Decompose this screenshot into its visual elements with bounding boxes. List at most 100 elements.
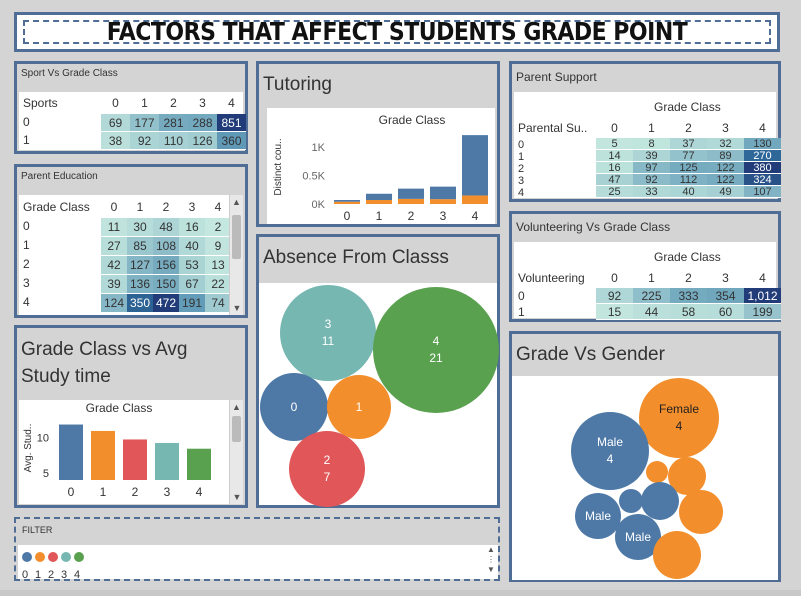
heat-cell[interactable]: 67 bbox=[179, 275, 205, 294]
heat-cell[interactable]: 156 bbox=[153, 256, 179, 275]
heat-cell[interactable]: 53 bbox=[179, 256, 205, 275]
scroll-up-icon[interactable]: ▲ bbox=[487, 545, 495, 554]
parent-support-table[interactable]: Grade Class Parental Su.. 0 1 2 3 4 0 5 8 37 32 13… bbox=[514, 92, 781, 199]
gender-bubble-orange-right[interactable] bbox=[679, 490, 723, 534]
heat-cell[interactable]: 44 bbox=[633, 304, 670, 320]
heat-cell[interactable]: 47 bbox=[596, 174, 633, 186]
heat-cell[interactable]: 69 bbox=[101, 114, 130, 132]
heat-cell[interactable]: 15 bbox=[596, 304, 633, 320]
heat-cell[interactable]: 27 bbox=[101, 237, 127, 256]
filter-dot-0[interactable] bbox=[22, 552, 32, 562]
scroll-down-icon[interactable]: ▼ bbox=[232, 492, 242, 502]
gender-bubble-female-4[interactable]: Female 4 bbox=[639, 378, 719, 458]
tutoring-chart[interactable]: Grade Class Distinct cou.. 1K 0.5K 0K 0 1 2 3 4 bbox=[267, 108, 495, 224]
heat-cell[interactable]: 5 bbox=[596, 138, 633, 150]
heat-cell[interactable]: 1,012 bbox=[744, 288, 781, 304]
scroll-mid-icon[interactable]: ⋮ bbox=[487, 555, 495, 564]
filter-dot-3[interactable] bbox=[61, 552, 71, 562]
gender-bubble-male-4[interactable]: Male 4 bbox=[571, 412, 649, 490]
heat-cell[interactable]: 851 bbox=[217, 114, 246, 132]
heat-cell[interactable]: 281 bbox=[159, 114, 188, 132]
heat-cell[interactable]: 130 bbox=[744, 138, 781, 150]
heat-cell[interactable]: 199 bbox=[744, 304, 781, 320]
heat-cell[interactable]: 33 bbox=[633, 186, 670, 198]
heat-cell[interactable]: 48 bbox=[153, 218, 179, 237]
heat-cell[interactable]: 85 bbox=[127, 237, 153, 256]
absence-bubble-2[interactable]: 2 7 bbox=[289, 431, 365, 507]
sport-table[interactable]: Sports 0 1 2 3 4 0 69 177 281 288 851 1 38 92 110 126 36… bbox=[19, 92, 246, 150]
heat-cell[interactable]: 25 bbox=[596, 186, 633, 198]
scroll-thumb[interactable] bbox=[232, 416, 241, 442]
heat-cell[interactable]: 380 bbox=[744, 162, 781, 174]
heat-cell[interactable]: 9 bbox=[205, 237, 231, 256]
heat-cell[interactable]: 472 bbox=[153, 294, 179, 313]
heat-cell[interactable]: 38 bbox=[101, 132, 130, 150]
heat-cell[interactable]: 191 bbox=[179, 294, 205, 313]
heat-cell[interactable]: 150 bbox=[153, 275, 179, 294]
filter-label-0[interactable]: 0 bbox=[22, 569, 29, 581]
heat-cell[interactable]: 288 bbox=[188, 114, 217, 132]
heat-cell[interactable]: 125 bbox=[670, 162, 707, 174]
heat-cell[interactable]: 49 bbox=[707, 186, 744, 198]
heat-cell[interactable]: 354 bbox=[707, 288, 744, 304]
gender-bubble-male-2[interactable]: Male bbox=[575, 493, 621, 539]
gender-bubble-orange-bottom[interactable] bbox=[653, 531, 701, 579]
parent-education-scrollbar[interactable]: ▲ ▼ bbox=[229, 195, 243, 315]
heat-cell[interactable]: 32 bbox=[707, 138, 744, 150]
heat-cell[interactable]: 14 bbox=[596, 150, 633, 162]
filter-label-4[interactable]: 4 bbox=[74, 569, 81, 581]
volunteering-panel[interactable]: Volunteering Vs Grade Class Grade Class … bbox=[509, 211, 781, 322]
heat-cell[interactable]: 124 bbox=[101, 294, 127, 313]
filter-label-1[interactable]: 1 bbox=[35, 569, 42, 581]
heat-cell[interactable]: 126 bbox=[188, 132, 217, 150]
heat-cell[interactable]: 225 bbox=[633, 288, 670, 304]
heat-cell[interactable]: 324 bbox=[744, 174, 781, 186]
heat-cell[interactable]: 22 bbox=[205, 275, 231, 294]
scroll-up-icon[interactable]: ▲ bbox=[232, 197, 241, 207]
heat-cell[interactable]: 13 bbox=[205, 256, 231, 275]
heat-cell[interactable]: 360 bbox=[217, 132, 246, 150]
heat-cell[interactable]: 74 bbox=[205, 294, 231, 313]
heat-cell[interactable]: 92 bbox=[596, 288, 633, 304]
filter-dot-2[interactable] bbox=[48, 552, 58, 562]
heat-cell[interactable]: 40 bbox=[179, 237, 205, 256]
gender-bubble-orange-small[interactable] bbox=[646, 461, 668, 483]
heat-cell[interactable]: 122 bbox=[707, 174, 744, 186]
tutoring-panel[interactable]: Tutoring Grade Class Distinct cou.. 1K 0.5K… bbox=[256, 61, 500, 227]
gender-bubble-blue-small[interactable] bbox=[619, 489, 643, 513]
parent-education-table[interactable]: Grade Class 0 1 2 3 4 0 11 30 48 16 2 1 27 85 108 40 9 2 4… bbox=[19, 195, 243, 315]
absence-bubble-1[interactable]: 1 bbox=[327, 375, 391, 439]
heat-cell[interactable]: 92 bbox=[633, 174, 670, 186]
filter-scrollbar[interactable]: ▲ ⋮ ▼ bbox=[486, 545, 496, 579]
heat-cell[interactable]: 2 bbox=[205, 218, 231, 237]
heat-cell[interactable]: 39 bbox=[633, 150, 670, 162]
scroll-thumb[interactable] bbox=[232, 215, 241, 259]
heat-cell[interactable]: 77 bbox=[670, 150, 707, 162]
scroll-up-icon[interactable]: ▲ bbox=[232, 402, 241, 412]
heat-cell[interactable]: 122 bbox=[707, 162, 744, 174]
study-time-chart[interactable]: Grade Class Avg. Stud.. 10 5 0 1 2 3 4 bbox=[19, 400, 231, 504]
scroll-down-icon[interactable]: ▼ bbox=[487, 565, 495, 574]
filter-dot-1[interactable] bbox=[35, 552, 45, 562]
absence-panel[interactable]: Absence From Classs 3 11 4 21 0 1 2 7 bbox=[256, 234, 500, 508]
scroll-down-icon[interactable]: ▼ bbox=[232, 303, 242, 313]
study-time-scrollbar[interactable]: ▲ ▼ bbox=[229, 400, 243, 504]
heat-cell[interactable]: 107 bbox=[744, 186, 781, 198]
heat-cell[interactable]: 8 bbox=[633, 138, 670, 150]
heat-cell[interactable]: 42 bbox=[101, 256, 127, 275]
heat-cell[interactable]: 112 bbox=[670, 174, 707, 186]
gender-panel[interactable]: Grade Vs Gender Female 4 Male 4 Male Mal… bbox=[509, 331, 781, 582]
heat-cell[interactable]: 136 bbox=[127, 275, 153, 294]
parent-education-panel[interactable]: Parent Education Grade Class 0 1 2 3 4 0 11 30 4… bbox=[14, 164, 248, 318]
gender-chart[interactable]: Female 4 Male 4 Male Male bbox=[512, 376, 778, 580]
filter-label-3[interactable]: 3 bbox=[61, 569, 68, 581]
heat-cell[interactable]: 177 bbox=[130, 114, 159, 132]
absence-bubble-3[interactable]: 3 11 bbox=[280, 285, 376, 381]
heat-cell[interactable]: 97 bbox=[633, 162, 670, 174]
heat-cell[interactable]: 16 bbox=[179, 218, 205, 237]
heat-cell[interactable]: 350 bbox=[127, 294, 153, 313]
heat-cell[interactable]: 89 bbox=[707, 150, 744, 162]
